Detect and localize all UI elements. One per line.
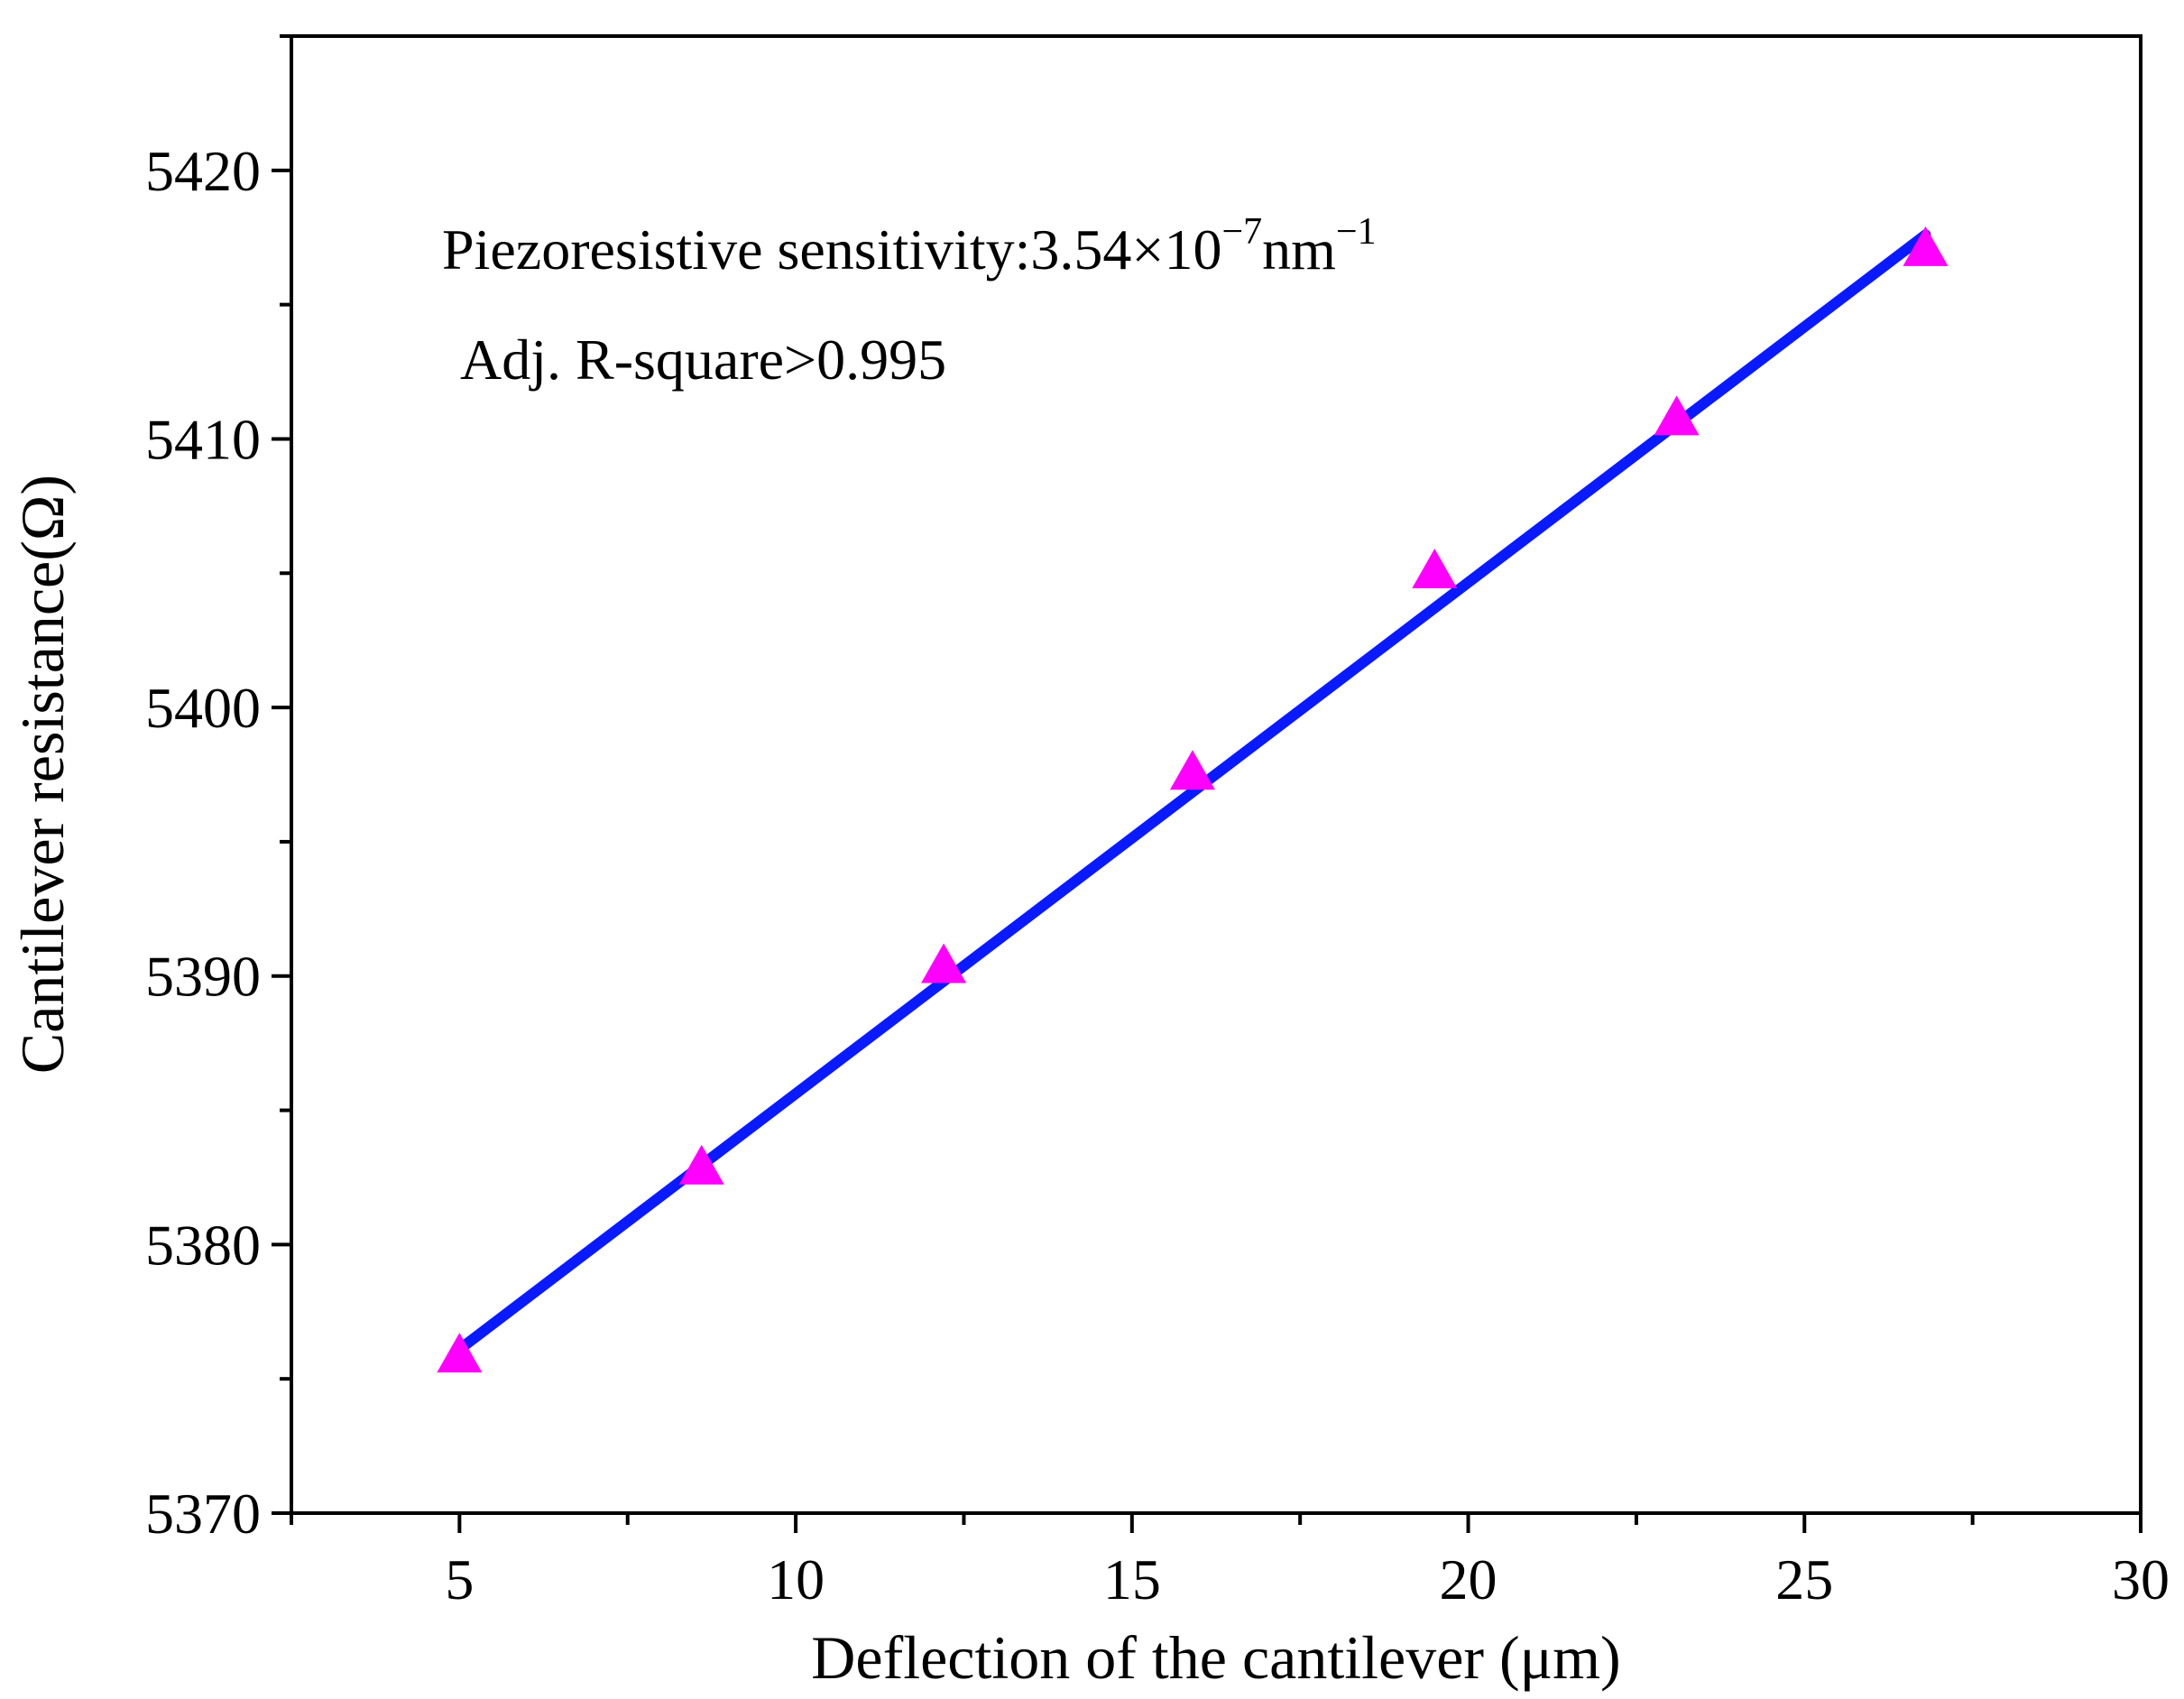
y-tick-label: 5400: [145, 676, 261, 740]
y-tick-label: 5390: [145, 945, 261, 1009]
data-point: [921, 943, 967, 983]
plot-frame: [290, 34, 2143, 1515]
data-point: [1903, 226, 1949, 266]
y-tick-label: 5370: [145, 1482, 261, 1546]
x-tick-label: 20: [1440, 1547, 1497, 1611]
y-axis-ticks: 5370 5380 5390 5400 5410 5420: [145, 34, 291, 1546]
x-axis-ticks: 5 10 15 20 25 30: [290, 1513, 2170, 1611]
x-tick-label: 10: [767, 1547, 825, 1611]
x-tick-label: 25: [1775, 1547, 1833, 1611]
y-tick-label: 5420: [145, 139, 261, 203]
data-point: [437, 1333, 483, 1373]
data-point: [1169, 750, 1215, 790]
data-point: [678, 1144, 724, 1185]
x-tick-label: 15: [1103, 1547, 1161, 1611]
x-axis-title: Deflection of the cantilever (μm): [811, 1623, 1620, 1692]
data-point: [1654, 395, 1700, 436]
annotation-sensitivity: Piezoresistive sensitivity:3.54×10−7nm−1: [442, 211, 1377, 282]
y-tick-label: 5380: [145, 1213, 261, 1277]
y-tick-label: 5410: [145, 407, 261, 471]
x-tick-label: 30: [2112, 1547, 2170, 1611]
annotation-r-square: Adj. R-square>0.995: [460, 328, 946, 392]
fit-line: [454, 229, 1931, 1355]
y-axis-title: Cantilever resistance(Ω): [8, 475, 77, 1074]
x-tick-label: 5: [445, 1547, 474, 1611]
data-point: [1412, 548, 1458, 588]
data-points: [437, 226, 1949, 1373]
